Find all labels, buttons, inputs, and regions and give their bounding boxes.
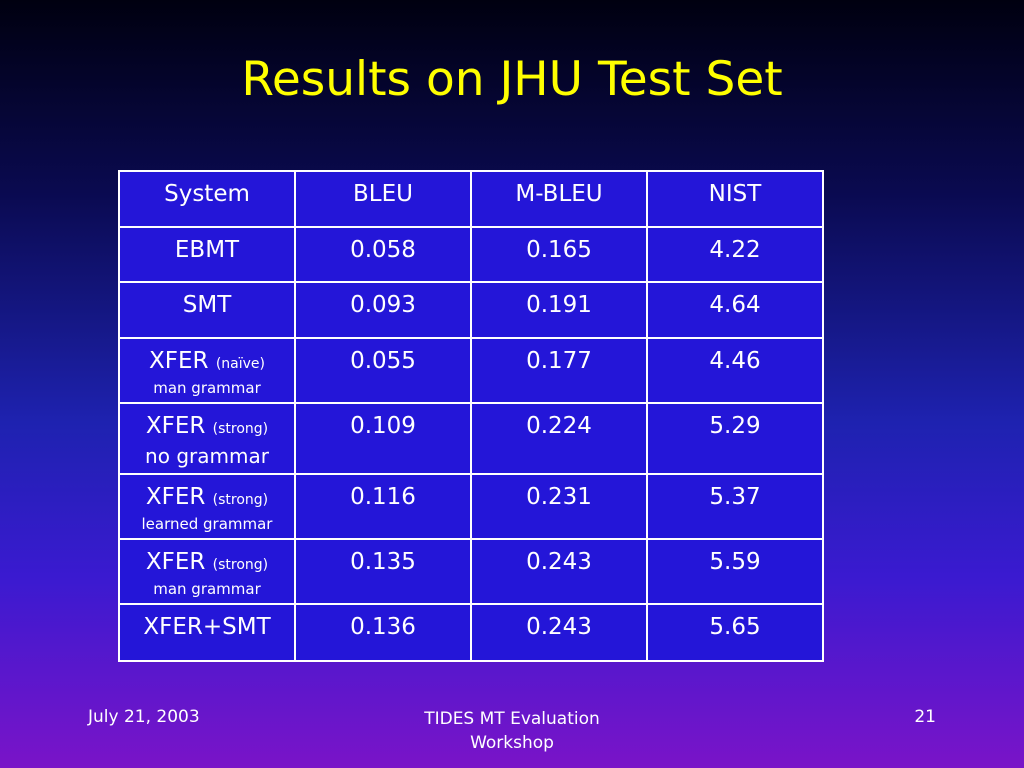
system-name: XFER <box>145 413 206 439</box>
column-header: NIST <box>646 170 824 228</box>
score-cell: 0.243 <box>470 538 648 605</box>
system-cell: SMT <box>118 281 296 339</box>
score-cell: 0.055 <box>294 337 472 404</box>
table-row: XFER (strong) man grammar 0.135 0.243 5.59 <box>118 538 824 605</box>
score-cell: 0.109 <box>294 402 472 475</box>
results-table: System BLEU M-BLEU NIST EBMT 0.058 0.165 4.22 SM… <box>118 170 824 662</box>
score-cell: 0.116 <box>294 473 472 540</box>
system-name: XFER <box>145 549 206 575</box>
table-row: EBMT 0.058 0.165 4.22 <box>118 226 824 283</box>
system-note: no grammar <box>145 444 269 468</box>
system-variant: (strong) <box>212 492 269 508</box>
footer-date: July 21, 2003 <box>88 707 200 727</box>
score-cell: 5.59 <box>646 538 824 605</box>
system-cell: XFER+SMT <box>118 603 296 662</box>
score-cell: 4.22 <box>646 226 824 283</box>
table-row: SMT 0.093 0.191 4.64 <box>118 281 824 339</box>
score-cell: 0.136 <box>294 603 472 662</box>
table-row: XFER (strong) learned grammar 0.116 0.231 5.… <box>118 473 824 540</box>
title: Results on JHU Test Set <box>241 52 783 107</box>
score-cell: 0.224 <box>470 402 648 475</box>
score-cell: 5.65 <box>646 603 824 662</box>
score-cell: 0.231 <box>470 473 648 540</box>
score-cell: 0.191 <box>470 281 648 339</box>
system-name: SMT <box>182 292 232 318</box>
footer-page: 21 <box>914 707 936 727</box>
system-name: XFER <box>145 484 206 510</box>
score-cell: 0.165 <box>470 226 648 283</box>
score-cell: 4.46 <box>646 337 824 404</box>
table-row: XFER (naïve) man grammar 0.055 0.177 4.46 <box>118 337 824 404</box>
column-header: BLEU <box>294 170 472 228</box>
system-name: XFER <box>149 348 209 374</box>
score-cell: 5.37 <box>646 473 824 540</box>
system-note: man grammar <box>153 379 261 397</box>
score-cell: 4.64 <box>646 281 824 339</box>
footer-event: TIDES MT Evaluation Workshop <box>424 709 600 753</box>
system-variant: (strong) <box>212 557 269 573</box>
table-row: XFER (strong) no grammar 0.109 0.224 5.29 <box>118 402 824 475</box>
system-variant: (strong) <box>212 421 269 437</box>
column-header: M-BLEU <box>470 170 648 228</box>
system-note: man grammar <box>153 580 261 598</box>
system-cell: XFER (naïve) man grammar <box>118 337 296 404</box>
score-cell: 0.243 <box>470 603 648 662</box>
system-cell: XFER (strong) man grammar <box>118 538 296 605</box>
system-cell: XFER (strong) learned grammar <box>118 473 296 540</box>
system-name: XFER+SMT <box>143 614 271 640</box>
score-cell: 0.058 <box>294 226 472 283</box>
system-cell: XFER (strong) no grammar <box>118 402 296 475</box>
score-cell: 0.093 <box>294 281 472 339</box>
system-cell: EBMT <box>118 226 296 283</box>
system-note: learned grammar <box>141 515 273 533</box>
column-header: System <box>118 170 296 228</box>
score-cell: 5.29 <box>646 402 824 475</box>
score-cell: 0.135 <box>294 538 472 605</box>
header-row: System BLEU M-BLEU NIST <box>118 170 824 228</box>
table-row: XFER+SMT 0.136 0.243 5.65 <box>118 603 824 662</box>
system-name: EBMT <box>174 237 240 263</box>
system-variant: (naïve) <box>215 356 265 372</box>
score-cell: 0.177 <box>470 337 648 404</box>
